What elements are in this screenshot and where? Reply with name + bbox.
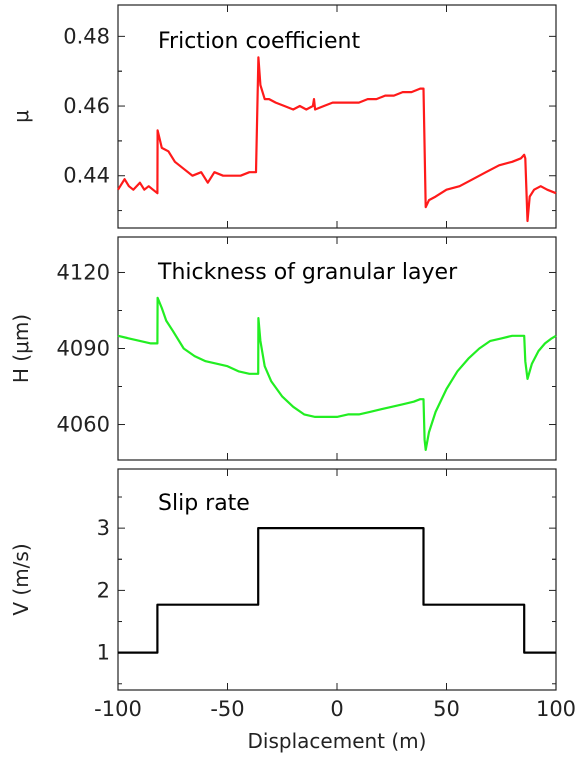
y-tick-label: 1 [97, 641, 110, 665]
x-axis-label: Displacement (m) [248, 729, 427, 753]
y-tick-label: 0.46 [63, 94, 110, 118]
panel-3: 1 2 3 Slip rate V (m/s) -100 -50 0 50 100 Displace… [9, 468, 576, 753]
x-tick-label: 100 [536, 697, 576, 721]
x-tick-label: 50 [433, 697, 460, 721]
y-tick-label: 0.48 [63, 24, 110, 48]
series-line [117, 296, 557, 451]
panel-1: 0.44 0.46 0.48 Friction coefficient μ [9, 4, 557, 229]
y-tick-label: 2 [97, 578, 110, 602]
y-axis-label: μ [9, 110, 33, 123]
y-tick-label: 4090 [57, 337, 110, 361]
panel-title: Thickness of granular layer [157, 260, 458, 285]
x-tick-label: 0 [330, 697, 343, 721]
y-tick-label: 4120 [57, 260, 110, 284]
y-axis-label: H (μm) [9, 314, 33, 383]
panel-title: Slip rate [158, 491, 250, 516]
panel-2: 4060 4090 4120 Thickness of granular layer H… [9, 236, 557, 461]
y-tick-label: 0.44 [63, 164, 110, 188]
series-line [118, 527, 556, 654]
series-line [117, 56, 557, 223]
x-tick-label: -50 [210, 697, 244, 721]
y-axis-label: V (m/s) [9, 543, 33, 615]
panel-title: Friction coefficient [158, 29, 360, 54]
y-tick-label: 3 [97, 516, 110, 540]
y-tick-label: 4060 [57, 413, 110, 437]
x-tick-label: -100 [94, 697, 142, 721]
